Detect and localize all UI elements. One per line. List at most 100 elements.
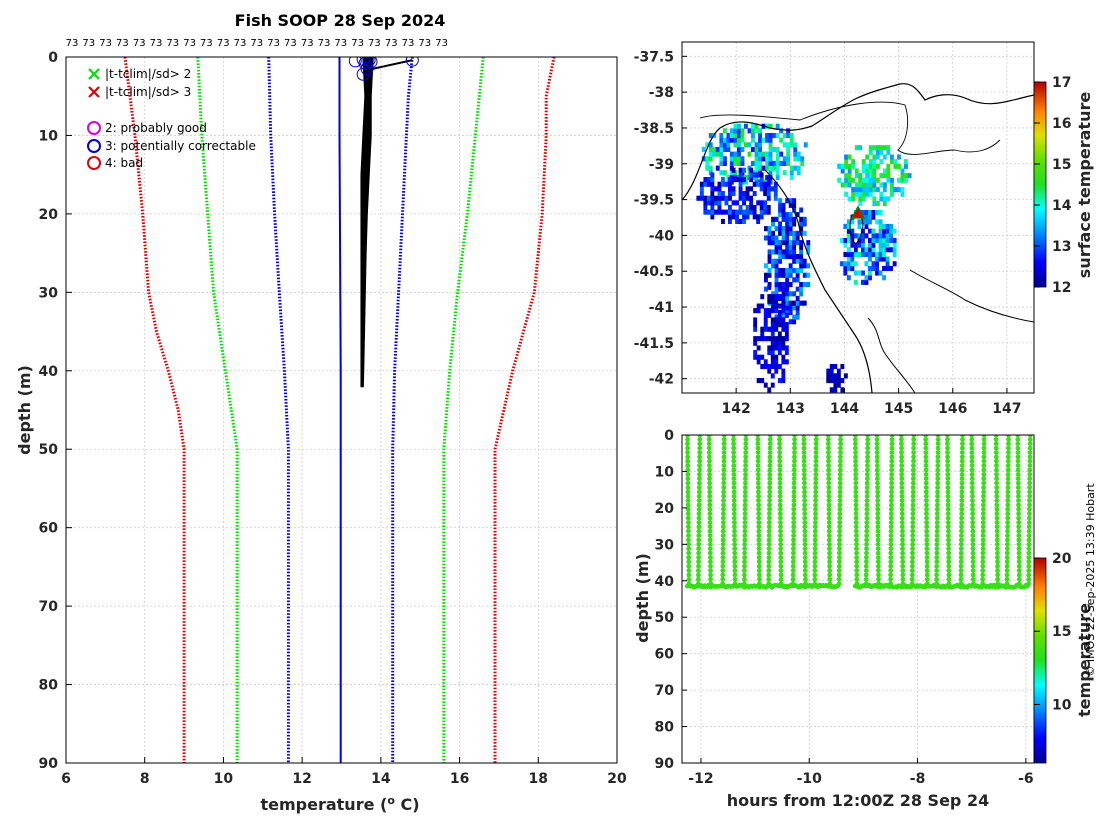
td-point xyxy=(1027,485,1032,490)
map-sst-cell xyxy=(742,214,746,220)
map-sst-cell xyxy=(772,165,777,171)
td-point xyxy=(827,568,833,573)
map-sst-cell xyxy=(871,228,876,234)
map-sst-cell xyxy=(882,251,886,257)
td-point xyxy=(980,576,985,582)
td-point xyxy=(888,555,894,560)
td-point xyxy=(696,546,701,552)
map-sst-cell xyxy=(846,275,851,281)
map-sst-cell xyxy=(778,244,782,250)
td-point xyxy=(1005,467,1011,473)
td-point xyxy=(742,502,748,508)
td-point xyxy=(732,546,738,552)
map-sst-cell xyxy=(871,237,876,243)
map-sst-cell xyxy=(836,382,841,388)
td-point xyxy=(1016,506,1021,512)
td-point xyxy=(686,546,691,552)
map-sst-cell xyxy=(771,258,775,264)
map-sst-cell xyxy=(788,212,793,218)
map-sst-cell xyxy=(886,145,891,151)
td-point xyxy=(697,467,702,473)
td-point xyxy=(981,445,987,451)
td-point xyxy=(777,485,783,490)
td-point xyxy=(777,435,782,438)
td-point xyxy=(686,524,691,530)
map-sst-cell xyxy=(706,200,711,206)
td-point xyxy=(959,476,965,482)
map-sst-cell xyxy=(785,305,790,311)
td-point xyxy=(889,467,895,473)
profile-count-label: 73 xyxy=(166,38,179,49)
map-sst-cell xyxy=(865,154,870,160)
td-point xyxy=(889,441,895,447)
td-point xyxy=(826,537,832,543)
map-sst-cell xyxy=(774,272,779,278)
map-sst-cell xyxy=(774,277,779,283)
td-point xyxy=(970,559,976,565)
map-sst-cell xyxy=(839,237,844,243)
map-sst-cell xyxy=(785,212,790,218)
map-sst-cell xyxy=(764,263,768,269)
profile-count-label: 73 xyxy=(200,38,213,49)
td-point xyxy=(685,437,690,442)
map-sst-cell xyxy=(784,336,789,342)
td-point xyxy=(854,576,860,582)
td-point xyxy=(837,463,843,468)
td-point xyxy=(721,445,727,451)
td-point xyxy=(970,506,975,512)
td-point xyxy=(1026,546,1032,552)
td-point xyxy=(959,454,965,460)
map-sst-cell xyxy=(765,133,769,139)
map-sst-cell xyxy=(847,177,852,183)
td-point xyxy=(864,511,870,517)
map-sst-cell xyxy=(840,378,845,384)
map-sst-cell xyxy=(763,326,768,332)
td-point xyxy=(697,450,703,455)
map-sst-cell xyxy=(775,165,780,171)
td-point xyxy=(909,568,915,573)
map-sst-cell xyxy=(758,160,762,166)
map-sst-cell xyxy=(758,128,762,134)
map-sst-cell xyxy=(781,308,786,314)
map-sst-cell xyxy=(864,275,869,281)
map-sst-cell xyxy=(904,163,908,169)
map-sst-cell xyxy=(768,133,773,139)
td-point xyxy=(889,454,895,460)
map-content xyxy=(682,83,1034,393)
td-point xyxy=(837,511,843,517)
map-sst-cell xyxy=(770,294,775,300)
td-point xyxy=(959,485,965,490)
map-sst-cell xyxy=(763,209,768,215)
map-sst-cell xyxy=(904,177,908,183)
td-point xyxy=(1005,480,1011,486)
td-point xyxy=(981,458,987,464)
td-point xyxy=(742,498,748,503)
map-sst-cell xyxy=(785,282,790,288)
td-point xyxy=(766,572,772,578)
td-point xyxy=(876,568,881,573)
map-sst-cell xyxy=(879,191,884,197)
td-point xyxy=(864,555,869,560)
td-point xyxy=(837,541,842,547)
td-colorbar-tick-label: 15 xyxy=(1052,624,1071,640)
map-sst-cell xyxy=(758,142,762,148)
map-sst-cell xyxy=(861,270,865,276)
td-point xyxy=(865,463,870,468)
map-sst-cell xyxy=(854,173,859,179)
map-sst-cell xyxy=(851,163,856,169)
td-point xyxy=(708,563,713,569)
td-point xyxy=(837,515,843,521)
map-sst-cell xyxy=(854,168,859,174)
td-point xyxy=(767,506,772,512)
td-point xyxy=(945,463,951,468)
td-point xyxy=(721,435,727,438)
td-point xyxy=(756,563,762,569)
td-point xyxy=(825,437,831,442)
map-sst-cell xyxy=(722,146,727,152)
td-point xyxy=(696,541,702,547)
map-sst-cell xyxy=(770,298,775,304)
td-point xyxy=(935,502,940,508)
map-sst-cell xyxy=(771,235,775,241)
profile-measured-band xyxy=(360,57,374,388)
td-point xyxy=(777,450,783,455)
